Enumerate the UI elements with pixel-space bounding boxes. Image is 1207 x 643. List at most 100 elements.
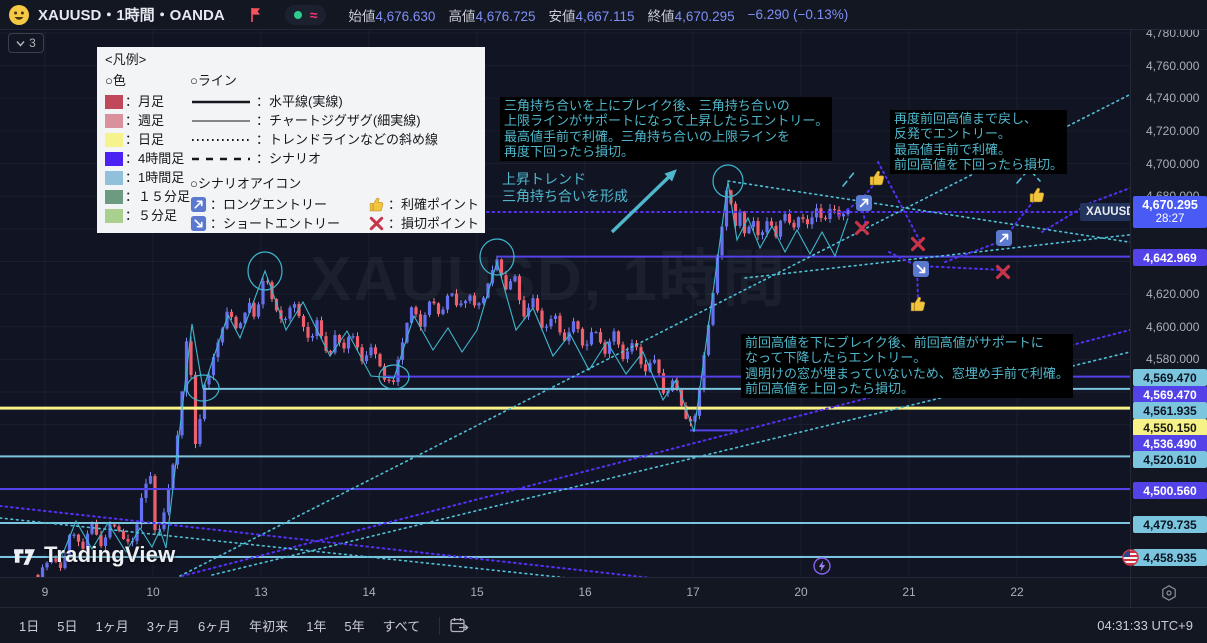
price-tick: 4,700.000 — [1146, 156, 1200, 171]
ohlc-item: 高値4,676.725 — [448, 5, 535, 25]
stop-loss-x-icon[interactable] — [369, 216, 384, 231]
price-level-badge: 4,569.470 — [1133, 369, 1207, 386]
economic-event-lightning-icon[interactable] — [813, 557, 831, 575]
price-tick: 4,620.000 — [1146, 287, 1200, 302]
time-axis[interactable]: 9 10 13 14 15 16 17 20 21 22 — [0, 577, 1130, 607]
take-profit-thumb-icon[interactable] — [869, 170, 885, 186]
chart-header-bar: XAUUSD・1時間・OANDA ≈ 始値4,676.630 高値4,676.72… — [0, 0, 1207, 30]
legend-color-label: ：１５分足 — [125, 189, 191, 204]
legend-line-label: ：シナリオ — [256, 151, 322, 166]
legend-color-label: ：4時間足 — [125, 151, 185, 166]
legend-line-label: ：トレンドラインなどの斜め線 — [256, 132, 439, 147]
price-tick: 4,580.000 — [1146, 352, 1200, 367]
range-button-5日[interactable]: 5日 — [57, 619, 78, 634]
scenario-annotation-2: 再度前回高値まで戻し、 反発でエントリー。 最高値手前で利確。 前回高値を下回っ… — [890, 110, 1068, 175]
trend-annotation: 上昇トレンド 三角持ち合いを形成 — [502, 171, 628, 204]
us-flag-icon[interactable] — [1122, 549, 1139, 569]
range-button-すべて[interactable]: すべて — [382, 619, 421, 634]
range-button-5年[interactable]: 5年 — [344, 619, 365, 634]
legend-color-label: ：日足 — [125, 132, 165, 147]
legend-icon-pair: ：ロングエントリー — [190, 196, 368, 213]
status-toggle-pill[interactable]: ≈ — [284, 4, 327, 25]
object-tree-collapse-button[interactable]: 3 — [8, 33, 44, 53]
legend-line-sample — [190, 114, 252, 128]
long-entry-icon[interactable] — [190, 196, 207, 213]
stop-loss-x-icon[interactable] — [854, 220, 870, 236]
legend-icon-pair: ：ショートエントリー — [190, 215, 368, 232]
ohlc-label: 終値 — [647, 8, 675, 24]
legend-color-row: ：週足 — [105, 111, 190, 130]
pivot-circle — [247, 251, 283, 291]
legend-color-row: ：１５分足 — [105, 187, 190, 206]
range-button-1日[interactable]: 1日 — [19, 619, 40, 634]
legend-box: <凡例> ○色 ：月足 ：週足 ：日足 ：4時間足 ：1時間足 ：１５分足 ：５分足 ○ライ… — [97, 47, 485, 233]
stop-loss-x-icon[interactable] — [995, 264, 1011, 280]
symbol-price-label: XAUUSD — [1080, 203, 1141, 221]
range-button-1ヶ月[interactable]: 1ヶ月 — [95, 619, 129, 634]
range-button-1年[interactable]: 1年 — [306, 619, 327, 634]
symbol-title[interactable]: XAUUSD・1時間・OANDA — [38, 7, 225, 24]
price-level-badge: 4,520.610 — [1133, 451, 1207, 468]
account-avatar[interactable] — [8, 4, 30, 26]
legend-line-sample — [190, 152, 252, 166]
legend-color-swatch — [105, 113, 123, 128]
scenario-line — [842, 169, 857, 187]
pivot-circle — [479, 238, 515, 276]
legend-color-label: ：週足 — [125, 113, 165, 128]
legend-icon-section-title: ○シナリオアイコン — [190, 176, 302, 191]
legend-color-label: ：1時間足 — [125, 170, 185, 185]
ohlc-value: 4,667.115 — [575, 8, 635, 24]
time-label: 22 — [1010, 585, 1024, 599]
connection-dot-icon — [293, 10, 302, 19]
legend-line-row: ：トレンドラインなどの斜め線 — [190, 130, 546, 149]
tradingview-logo-text: TradingView — [44, 542, 176, 567]
stop-loss-x-icon[interactable] — [910, 236, 926, 252]
clock-timezone-button[interactable]: 04:31:33 UTC+9 — [1097, 618, 1193, 633]
legend-line-sample — [190, 95, 252, 109]
legend-color-row: ：月足 — [105, 92, 190, 111]
legend-line-row: ：水平線(実線) — [190, 92, 546, 111]
legend-color-label: ：５分足 — [125, 208, 178, 223]
axis-settings-icon[interactable] — [1161, 584, 1177, 601]
price-tick: 4,600.000 — [1146, 319, 1200, 334]
take-profit-thumb-icon[interactable] — [1029, 187, 1045, 203]
price-level-badge: 4,536.490 — [1133, 435, 1207, 452]
price-tick: 4,740.000 — [1146, 91, 1200, 106]
current-price-badge: 4,670.295 28:27 — [1133, 196, 1207, 228]
long-entry-icon[interactable] — [856, 195, 872, 211]
flag-icon[interactable] — [249, 7, 263, 23]
take-profit-thumb-icon[interactable] — [910, 296, 926, 312]
scenario-line — [727, 180, 1156, 247]
price-tick: 4,720.000 — [1146, 123, 1200, 138]
long-entry-icon[interactable] — [996, 230, 1012, 246]
range-button-3ヶ月[interactable]: 3ヶ月 — [146, 619, 180, 634]
scenario-annotation-1: 三角持ち合いを上にブレイク後、三角持ち合いの 上限ラインがサポートになって上昇し… — [500, 97, 833, 162]
legend-color-swatch — [105, 208, 123, 223]
scenario-line — [944, 197, 1037, 263]
short-entry-icon[interactable] — [190, 215, 207, 232]
scenario-icons — [854, 170, 1045, 312]
trend-arrow[interactable] — [610, 169, 677, 234]
pivot-circles[interactable] — [186, 164, 744, 402]
legend-color-section-title: ○色 — [105, 73, 126, 88]
price-tick: 4,760.000 — [1146, 58, 1200, 73]
tradingview-logo-icon — [14, 548, 35, 565]
price-level-badge: 4,569.470 — [1133, 386, 1207, 403]
take-profit-thumb-icon[interactable] — [369, 197, 384, 212]
time-label: 16 — [578, 585, 592, 599]
scenario-line — [0, 505, 761, 591]
range-button-年初来[interactable]: 年初来 — [249, 619, 289, 634]
price-level-badge: 4,500.560 — [1133, 482, 1207, 499]
short-entry-icon[interactable] — [913, 261, 929, 277]
zigzag-line[interactable] — [61, 181, 849, 557]
tradingview-logo[interactable]: TradingView — [12, 542, 175, 568]
legend-icon-label: ：ショートエントリー — [210, 216, 341, 231]
time-label: 15 — [470, 585, 484, 599]
time-label: 20 — [794, 585, 808, 599]
legend-color-swatch — [105, 189, 123, 204]
go-to-date-icon[interactable] — [450, 617, 470, 634]
bottom-toolbar: 1日 5日 1ヶ月 3ヶ月 6ヶ月 年初来 1年 5年 すべて 04:31:33 UTC+9 — [0, 607, 1207, 643]
axis-settings-corner[interactable] — [1130, 577, 1207, 607]
range-button-6ヶ月[interactable]: 6ヶ月 — [197, 619, 232, 634]
price-axis[interactable]: 4,780.000 4,760.000 4,740.000 4,720.000 4,70… — [1122, 26, 1207, 607]
